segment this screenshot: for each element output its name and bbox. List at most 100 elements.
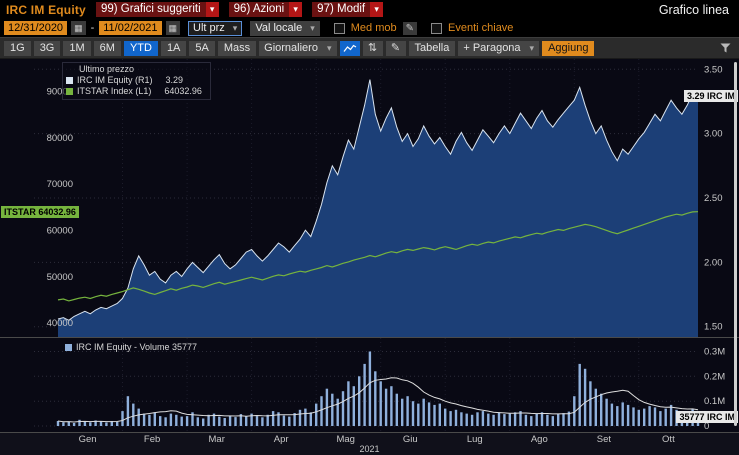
frequency-select[interactable]: Giornaliero ▾ [259,40,337,56]
svg-text:60000: 60000 [47,225,73,236]
scale-arrows-button[interactable]: ⇅ [362,40,383,56]
window-title: Grafico linea [658,2,729,17]
volume-legend[interactable]: IRC IM Equity - Volume 35777 [62,341,205,355]
chevron-down-icon: ▾ [310,22,315,33]
menu-azioni-label: 96) Azioni [228,2,290,17]
filter-icon [720,43,730,53]
chevron-down-icon[interactable]: ▾ [370,2,384,17]
menu-azioni[interactable]: 96) Azioni ▾ [228,2,303,17]
price-field-value: Ult prz [193,21,225,34]
series1-swatch [66,77,73,84]
svg-text:1.50: 1.50 [704,322,723,333]
chevron-down-icon: ▾ [232,22,238,33]
month-label: Mar [208,434,225,445]
svg-text:0.3M: 0.3M [704,347,725,358]
svg-text:2.00: 2.00 [704,257,723,268]
arrows-updown-icon: ⇅ [367,41,378,54]
pencil-icon[interactable]: ✎ [402,21,417,35]
svg-text:0: 0 [704,421,709,432]
volume-badge: 35777 IRC IM [676,411,738,424]
calendar-icon[interactable]: ▦ [71,21,86,35]
start-date-input[interactable]: 12/31/2020 [4,21,68,35]
chevron-down-icon: ▾ [326,42,332,53]
svg-text:0.1M: 0.1M [704,396,725,407]
index-badge: ITSTAR 64032.96 [1,205,79,218]
year-label: 2021 [359,444,380,454]
volume-plot[interactable]: 0.3M 0.2M 0.1M 0 [0,338,739,432]
currency-value: Val locale [255,21,303,34]
svg-text:0.2M: 0.2M [704,371,725,382]
med-mob-checkbox[interactable] [333,22,345,34]
menu-modif[interactable]: 97) Modif ▾ [312,2,384,17]
right-scrollbar[interactable] [734,62,737,426]
month-labels: Gen Feb Mar Apr Mag Giu Lug Ago Set Ott [0,433,739,455]
series1-label: IRC IM Equity (R1) [77,75,153,85]
month-label: Feb [143,434,161,445]
month-label: Apr [273,434,289,445]
compare-select[interactable]: + Paragona ▾ [458,40,540,56]
settings-bar: 12/31/2020 ▦ - 11/02/2021 ▦ Ult prz ▾ Va… [0,19,739,37]
period-6m-button[interactable]: 6M [93,40,121,56]
filter-button[interactable] [715,41,735,56]
period-mass-button[interactable]: Mass [217,40,257,56]
period-3g-button[interactable]: 3G [33,40,61,56]
chevron-down-icon: ▾ [529,42,535,53]
chevron-down-icon[interactable]: ▾ [289,2,303,17]
date-range-separator: - [90,22,95,34]
chevron-down-icon[interactable]: ▾ [205,2,219,17]
series2-value: 64032.96 [164,86,202,96]
compare-value: + Paragona [463,41,521,54]
month-label: Giu [402,434,418,445]
month-label: Lug [466,434,483,445]
eventi-chiave-checkbox[interactable] [431,22,442,34]
currency-select[interactable]: Val locale ▾ [250,20,320,36]
frequency-value: Giornaliero [264,41,318,54]
legend-title: Ultimo prezzo [79,64,135,74]
menu-grafici-suggeriti-label: 99) Grafici suggeriti [95,2,206,17]
med-mob-label: Med mob [350,22,397,34]
volume-legend-label: IRC IM Equity - Volume 35777 [76,342,198,352]
line-chart-type-button[interactable] [339,40,360,56]
period-ytd-button[interactable]: YTD [123,40,158,56]
period-1m-button[interactable]: 1M [63,40,91,56]
month-label: Mag [336,434,355,445]
end-date-input[interactable]: 11/02/2021 [99,21,162,35]
month-label: Ott [662,434,675,445]
table-button[interactable]: Tabella [408,40,456,56]
period-1g-button[interactable]: 1G [4,40,31,56]
price-field-select[interactable]: Ult prz ▾ [188,20,243,36]
chart-toolbar: 1G 3G 1M 6M YTD 1A 5A Mass Giornaliero ▾… [0,37,739,59]
price-badge: 3.29 IRC IM [683,90,738,103]
calendar-icon[interactable]: ▦ [165,21,181,35]
price-plot[interactable]: 3.50 3.00 2.50 2.00 1.50 90000 80000 70000 60000… [0,59,739,337]
series2-swatch [66,88,73,95]
svg-text:90000: 90000 [47,86,73,97]
svg-text:3.50: 3.50 [704,64,723,75]
line-chart-icon [343,44,356,52]
period-5a-button[interactable]: 5A [189,40,215,56]
svg-text:70000: 70000 [47,179,73,190]
annotate-button[interactable]: ✎ [385,40,406,56]
svg-text:2.50: 2.50 [704,193,723,204]
period-1a-button[interactable]: 1A [160,40,187,56]
svg-text:40000: 40000 [47,318,73,329]
series2-label: ITSTAR Index (L1) [77,86,152,96]
titlebar: IRC IM Equity 99) Grafici suggeriti ▾ 96… [0,0,739,19]
add-security-button[interactable]: Aggiung [542,40,595,56]
menu-modif-label: 97) Modif [312,2,371,17]
month-label: Gen [78,434,97,445]
volume-panel: 0.3M 0.2M 0.1M 0 IRC IM Equity - Volume 357… [0,337,739,432]
chart-legend[interactable]: Ultimo prezzo IRC IM Equity (R1) 3.29 IT… [62,62,211,100]
svg-text:50000: 50000 [47,272,73,283]
eventi-chiave-label: Eventi chiave [448,22,514,34]
price-chart-panel: 3.50 3.00 2.50 2.00 1.50 90000 80000 70000 60000… [0,59,739,337]
menu-bar: 99) Grafici suggeriti ▾ 96) Azioni ▾ 97)… [95,2,384,17]
menu-grafici-suggeriti[interactable]: 99) Grafici suggeriti ▾ [95,2,219,17]
time-axis: Gen Feb Mar Apr Mag Giu Lug Ago Set Ott 2021 [0,432,739,455]
svg-text:3.00: 3.00 [704,129,723,140]
pencil-icon: ✎ [390,41,401,54]
svg-text:80000: 80000 [47,133,73,144]
volume-swatch [65,344,72,351]
security-ticker[interactable]: IRC IM Equity [6,2,86,17]
